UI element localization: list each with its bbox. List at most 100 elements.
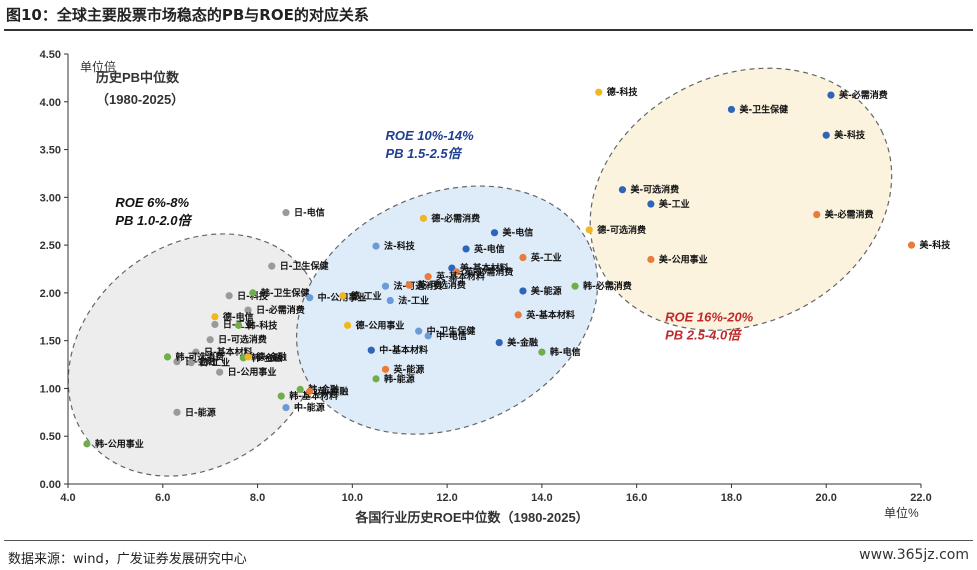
annotation-pb: PB 2.5-4.0倍 (665, 328, 742, 343)
data-point (367, 346, 375, 354)
x-tick-label: 6.0 (155, 492, 170, 504)
data-point (495, 338, 503, 347)
data-point (647, 255, 655, 264)
point-label: 日-能源 (185, 406, 216, 418)
data-point (268, 262, 276, 270)
data-point (206, 336, 214, 344)
scatter-chart: 4.0 6.0 8.0 10.0 12.0 14.0 16.0 18.0 20.0 22.0 0.0… (40, 49, 952, 525)
point-label: 法-科技 (384, 240, 416, 252)
point-label: 法-可选消费 (394, 280, 443, 292)
data-point (415, 327, 423, 335)
y-tick-label: 3.50 (40, 145, 61, 157)
point-label: 中-能源 (294, 402, 325, 414)
data-point (282, 403, 290, 412)
point-label: 日-必需消费 (256, 304, 305, 316)
data-point (339, 292, 347, 300)
data-point (306, 387, 314, 395)
point-label: 中-电信 (436, 330, 467, 342)
data-point (827, 91, 835, 99)
y-axis-unit: 单位倍 (80, 59, 116, 74)
x-tick-label: 20.0 (816, 492, 837, 504)
chart-title: 图10：全球主要股票市场稳态的PB与ROE的对应关系 (6, 6, 369, 24)
data-point (519, 253, 527, 262)
data-point (343, 321, 352, 329)
data-point (424, 332, 432, 340)
data-point (249, 289, 257, 297)
data-point (187, 359, 195, 367)
point-label: 德-金融 (256, 351, 287, 363)
x-tick-label: 8.0 (250, 492, 265, 504)
data-point (490, 229, 499, 237)
y-tick-label: 3.00 (40, 192, 61, 204)
point-label: 英-必需消费 (464, 266, 514, 278)
x-tick-label: 14.0 (531, 492, 552, 504)
data-point (296, 385, 304, 393)
point-label: 德-必需消费 (431, 212, 480, 224)
data-point (822, 131, 830, 139)
point-label: 德-可选消费 (597, 224, 646, 236)
point-label: 美-必需消费 (839, 89, 888, 101)
data-point (386, 296, 394, 305)
point-label: 韩-电信 (550, 346, 581, 358)
point-label: 日-电信 (294, 207, 325, 219)
point-label: 英-基本材料 (435, 271, 485, 283)
point-label: 法-工业 (398, 295, 429, 307)
data-point (235, 321, 243, 329)
annotation-roe: ROE 6%-8% (115, 195, 189, 210)
data-point (216, 368, 224, 376)
chart-axes: 4.0 6.0 8.0 10.0 12.0 14.0 16.0 18.0 20.0 22.0 0.0… (40, 49, 932, 504)
point-label: 日-基本材料 (204, 346, 253, 358)
y-tick-label: 1.50 (40, 336, 61, 348)
data-point (192, 348, 200, 356)
data-point (519, 287, 527, 295)
point-label: 美-公用事业 (659, 253, 708, 265)
y-axis-title: 历史PB中位数 (96, 70, 180, 85)
y-tick-label: 0.50 (40, 431, 61, 443)
watermark: www.365jz.com (859, 547, 969, 563)
data-point (424, 273, 432, 281)
data-point (225, 292, 233, 300)
data-point (571, 282, 579, 290)
point-label: 韩-科技 (247, 319, 279, 331)
point-label: 韩-卫生保健 (261, 287, 310, 299)
data-point (211, 313, 219, 321)
data-point (244, 353, 252, 361)
point-label: 英-基本材料 (525, 309, 575, 321)
cluster-ellipse-2 (295, 185, 599, 435)
point-label: 中-基本材料 (379, 344, 428, 356)
point-label: 韩-金融 (308, 383, 339, 395)
point-label: 英-金融 (317, 385, 349, 397)
data-point (244, 306, 252, 314)
point-label: 德-公用事业 (356, 319, 405, 331)
x-tick-label: 10.0 (342, 492, 363, 504)
data-point (163, 353, 172, 361)
y-tick-label: 2.00 (40, 288, 61, 300)
annotation-roe: ROE 10%-14% (386, 128, 475, 143)
x-axis-title: 各国行业历史ROE中位数（1980-2025） (354, 510, 588, 525)
x-tick-label: 16.0 (626, 492, 647, 504)
data-point (514, 311, 522, 319)
x-tick-label: 4.0 (60, 492, 75, 504)
point-label: 美-能源 (531, 285, 562, 297)
data-points: 日-电信日-卫生保健日-科技日-必需消费日-工业日-可选消费日-基本材料日-金融… (83, 86, 951, 450)
annotation-pb: PB 1.0-2.0倍 (115, 213, 192, 228)
data-point (419, 214, 428, 222)
data-point (173, 358, 181, 366)
y-tick-label: 1.00 (40, 383, 61, 395)
data-point (173, 408, 181, 416)
point-label: 美-可选消费 (630, 184, 679, 196)
point-label: 英-工业 (530, 252, 562, 264)
data-point (585, 226, 593, 234)
data-point (647, 200, 655, 208)
data-point (462, 245, 470, 253)
point-label: 美-电信 (503, 227, 534, 239)
point-label: 韩-可选消费 (176, 351, 225, 363)
point-label: 美-必需消费 (825, 209, 874, 221)
point-label: 德-科技 (607, 86, 639, 98)
data-point (405, 281, 413, 289)
point-label: 英-电信 (473, 243, 505, 255)
data-point (372, 242, 380, 250)
data-point (381, 365, 390, 373)
y-tick-label: 2.50 (40, 240, 61, 252)
data-point (381, 282, 390, 290)
